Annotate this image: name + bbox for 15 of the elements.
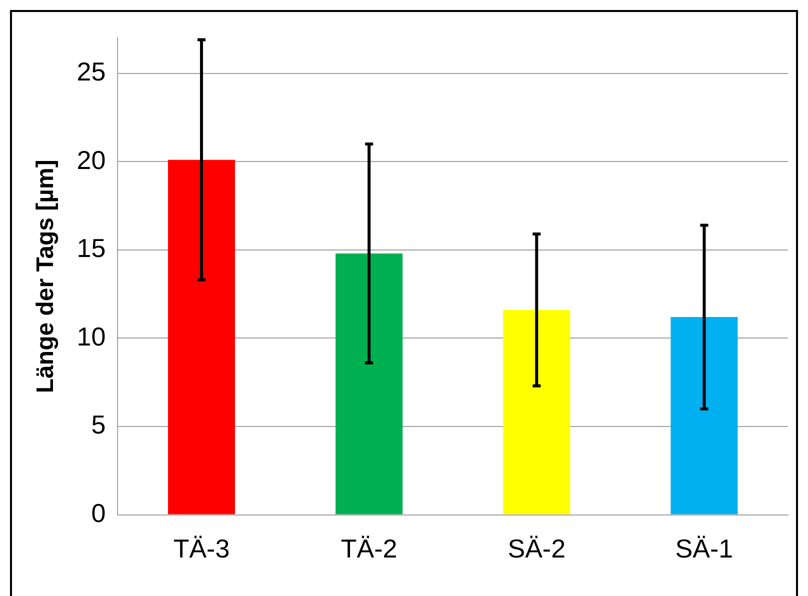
y-tick-label: 20 [76,144,106,175]
y-tick-label: 0 [91,498,106,528]
bar [503,310,570,514]
y-tick-label: 15 [76,233,106,264]
y-tick-label: 10 [76,321,106,352]
y-tick-label: 5 [91,410,106,440]
y-axis-title: Länge der Tags [µm] [32,160,60,394]
x-tick-label: SÄ-1 [675,534,734,564]
x-tick-label: TÄ-2 [340,534,398,564]
bar [336,253,403,514]
x-tick-label: TÄ-3 [173,534,230,564]
x-tick-label: SÄ-2 [508,534,566,564]
y-tick-label: 25 [76,56,106,86]
bar [670,317,738,514]
bar [168,160,236,514]
